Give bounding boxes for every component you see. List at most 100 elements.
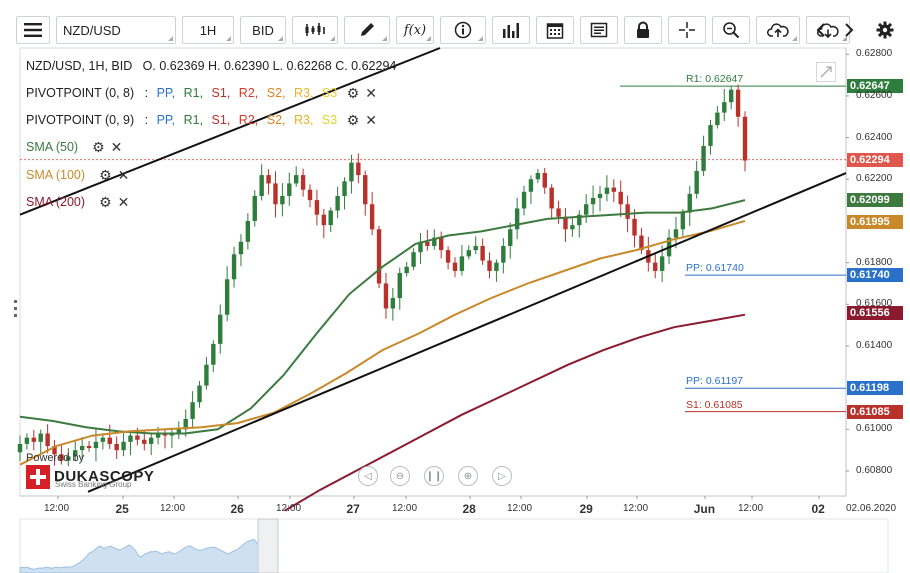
- candle-body: [252, 195, 257, 221]
- candle-body: [369, 204, 375, 230]
- zoom-in-button[interactable]: ⊕: [458, 466, 478, 486]
- chevron-right-button[interactable]: [838, 16, 860, 44]
- close-icon[interactable]: ✕: [365, 112, 377, 128]
- chart-type-button[interactable]: [292, 16, 338, 44]
- crosshair-button[interactable]: [668, 16, 706, 44]
- settings-button[interactable]: [872, 16, 898, 44]
- pivot-level-r2: R2,: [238, 112, 259, 127]
- candle-body: [356, 162, 361, 176]
- x-tick-label: 12:00: [276, 503, 302, 514]
- indicators-button[interactable]: f(x): [396, 16, 434, 44]
- timeframe-select[interactable]: 1H: [182, 16, 234, 44]
- sma100-label: SMA (100): [26, 167, 86, 182]
- maximize-button[interactable]: [816, 62, 836, 82]
- candle-body: [197, 385, 202, 403]
- pivot-level-r1: R1,: [183, 85, 204, 100]
- candle-body: [328, 210, 333, 226]
- chevron-left-button[interactable]: [810, 16, 832, 44]
- candle-body: [480, 245, 485, 261]
- candle-body: [321, 214, 327, 226]
- toolbar: NZD/USD 1H BID f(x): [14, 14, 908, 48]
- gear-icon[interactable]: ⚙: [99, 194, 112, 210]
- close-icon[interactable]: ✕: [117, 194, 130, 210]
- draw-button[interactable]: [344, 16, 390, 44]
- pivot-label: PIVOTPOINT (0, 8): [26, 85, 135, 100]
- download-button[interactable]: [806, 16, 850, 44]
- nav-forward-button[interactable]: ▷: [492, 466, 512, 486]
- y-tick-label: 0.62800: [856, 48, 893, 60]
- candle-body: [604, 187, 610, 194]
- gear-icon[interactable]: ⚙: [92, 139, 105, 155]
- zoom-button[interactable]: [712, 16, 750, 44]
- zoom-icon: [723, 22, 740, 39]
- x-tick-label: 28: [462, 502, 476, 516]
- x-tick-label: 12:00: [392, 503, 418, 514]
- y-tick-label: 0.62400: [856, 131, 893, 143]
- price-side-label: BID: [252, 22, 274, 38]
- candle-body: [314, 200, 320, 215]
- lock-button[interactable]: [624, 16, 662, 44]
- candle-body: [556, 208, 561, 217]
- candle-body: [639, 235, 644, 251]
- gear-icon[interactable]: ⚙: [99, 167, 112, 183]
- sma200-label: SMA (200): [26, 194, 86, 209]
- info-button[interactable]: [440, 16, 486, 44]
- candle-body: [521, 191, 527, 209]
- candle-body: [577, 214, 582, 226]
- close-icon[interactable]: ✕: [365, 85, 377, 101]
- trendline: [19, 47, 441, 216]
- gear-icon[interactable]: ⚙: [346, 85, 360, 101]
- gear-icon[interactable]: ⚙: [346, 112, 360, 128]
- brand-name: DUKASCOPY: [54, 468, 155, 485]
- y-tick-label: 0.61400: [856, 339, 893, 351]
- close-icon[interactable]: ✕: [117, 167, 130, 183]
- fit-button[interactable]: ❙❙: [424, 466, 444, 486]
- price-side-select[interactable]: BID: [240, 16, 286, 44]
- level-label: PP: 0.61740: [686, 262, 744, 275]
- candle-body: [625, 204, 630, 219]
- report-button[interactable]: [580, 16, 618, 44]
- upload-button[interactable]: [756, 16, 800, 44]
- candle-body: [383, 283, 389, 309]
- triangle-right-icon: ▷: [498, 470, 506, 482]
- candle-body: [694, 170, 699, 194]
- candle-body: [728, 89, 734, 103]
- chevron-right-icon: [845, 23, 854, 37]
- fit-icon: ❙❙: [425, 470, 443, 482]
- candles-icon: [305, 23, 325, 36]
- volume-button[interactable]: [492, 16, 530, 44]
- candle-body: [59, 454, 64, 461]
- candle-body: [722, 102, 727, 113]
- candle-body: [494, 262, 499, 271]
- report-icon: [590, 22, 608, 38]
- candle-body: [570, 225, 575, 230]
- sma50-label: SMA (50): [26, 139, 79, 154]
- candle-body: [735, 89, 741, 117]
- left-drag-handle[interactable]: [14, 300, 17, 318]
- brand-tagline: Swiss Banking Group: [55, 480, 132, 489]
- symbol-select[interactable]: NZD/USD: [56, 16, 176, 44]
- candle-body: [542, 173, 547, 188]
- candle-body: [445, 250, 451, 263]
- candle-body: [680, 212, 686, 230]
- zoom-out-button[interactable]: ⊖: [390, 466, 410, 486]
- calendar-button[interactable]: [536, 16, 574, 44]
- volume-icon: [503, 23, 519, 38]
- candle-body: [549, 187, 554, 209]
- pivot-level-r3: R3,: [293, 85, 314, 100]
- candle-body: [52, 445, 57, 455]
- navigator-area: [19, 538, 259, 573]
- pivot-level-pp: PP,: [156, 85, 176, 100]
- close-icon[interactable]: ✕: [110, 139, 123, 155]
- candle-body: [114, 443, 119, 451]
- candle-body: [349, 162, 354, 182]
- candle-body: [280, 195, 285, 205]
- candle-body: [404, 266, 409, 274]
- crosshair-icon: [679, 22, 695, 38]
- price-tag: 0.61995: [847, 214, 903, 229]
- pivot-legend-2: PIVOTPOINT (0, 9) : PP, R1, S1, R2, S2, …: [26, 112, 377, 129]
- nav-back-button[interactable]: ◁: [358, 466, 378, 486]
- candle-body: [659, 256, 665, 271]
- menu-button[interactable]: [16, 16, 50, 44]
